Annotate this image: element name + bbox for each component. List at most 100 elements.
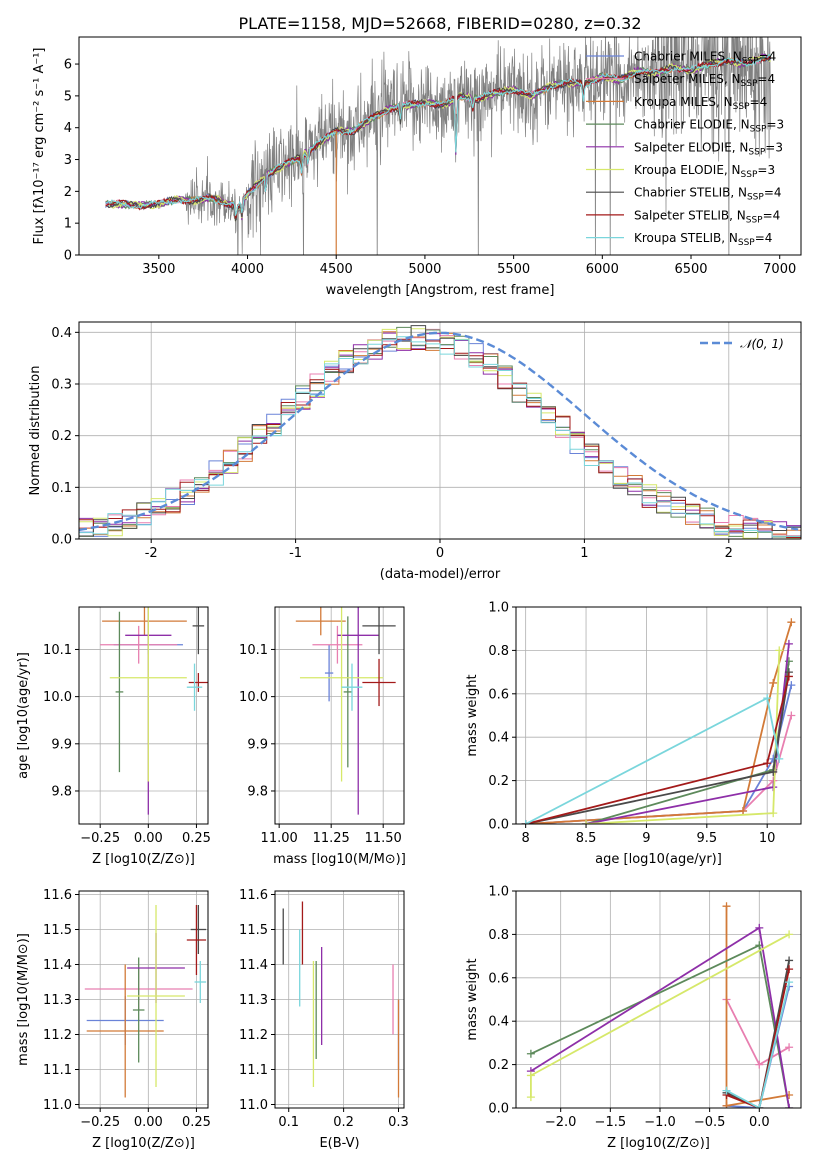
x-tick-label: 0.0 bbox=[749, 1115, 770, 1130]
legend-count: =4 bbox=[759, 50, 777, 64]
legend-subscript: SSP bbox=[741, 170, 758, 180]
weight-marker bbox=[787, 618, 796, 627]
legend-entry: Kroupa ELODIE, NSSP=3 bbox=[634, 163, 775, 180]
weight-marker bbox=[763, 694, 772, 703]
weight-marker bbox=[755, 1060, 764, 1069]
y-tick-label: 0.6 bbox=[488, 971, 509, 986]
y-tick-label: 0.2 bbox=[488, 1058, 509, 1073]
y-tick-label: 9.9 bbox=[51, 737, 72, 752]
model-fit-line-kroupa-stelib bbox=[105, 54, 772, 216]
y-tick-label: 0.3 bbox=[51, 378, 72, 393]
y-tick-label: 11.4 bbox=[43, 958, 72, 973]
x-tick-label: −2.0 bbox=[545, 1115, 577, 1130]
weight-marker bbox=[785, 1043, 794, 1052]
y-tick-label: 0.0 bbox=[488, 818, 509, 833]
x-axis-label: age [log10(age/yr)] bbox=[595, 852, 722, 867]
weight-line-salpeter-miles bbox=[525, 715, 793, 824]
weight-line-kroupa-stelib bbox=[726, 981, 790, 1108]
x-tick-label: 0.25 bbox=[182, 1115, 211, 1130]
y-tick-label: 1.0 bbox=[488, 601, 509, 616]
weight-marker bbox=[785, 965, 794, 974]
y-tick-label: 0.6 bbox=[488, 687, 509, 702]
y-tick-label: 1 bbox=[64, 217, 72, 232]
weight-marker bbox=[775, 646, 784, 655]
axes-frame bbox=[274, 606, 405, 825]
y-tick-label: 11.1 bbox=[239, 1063, 268, 1078]
x-tick-label: 0.2 bbox=[333, 1115, 354, 1130]
legend-count: =3 bbox=[757, 163, 775, 177]
legend-count: =4 bbox=[764, 186, 782, 200]
y-tick-label: 11.5 bbox=[239, 923, 268, 938]
legend-entry: Salpeter ELODIE, NSSP=3 bbox=[634, 140, 783, 157]
x-tick-label: 10 bbox=[759, 831, 776, 846]
y-tick-label: 10.0 bbox=[239, 690, 268, 705]
y-tick-label: 9.8 bbox=[247, 784, 268, 799]
x-tick-label: 3500 bbox=[142, 262, 175, 277]
y-axis-label: age [log10(age/yr)] bbox=[16, 652, 31, 779]
weight-marker bbox=[763, 759, 772, 768]
residual_histogram-frame: -2 -1 0 1 2 0.0 0.1 0.2 0.3 0.4 (data-model)/error… bbox=[28, 321, 802, 582]
x-tick-label: 11.50 bbox=[365, 831, 402, 846]
weight-marker bbox=[722, 1101, 731, 1108]
weight-marker bbox=[775, 754, 784, 763]
mass_vs_ebv-frame: 0.1 0.2 0.3 11.0 11.1 11.2 11.3 11.4 11.5 11.6 E(B… bbox=[239, 888, 409, 1151]
x-axis-label: wavelength [Angstrom, rest frame] bbox=[326, 283, 555, 298]
y-tick-label: 4 bbox=[64, 121, 72, 136]
y-tick-label: 5 bbox=[64, 89, 72, 104]
weight-marker bbox=[526, 1049, 535, 1058]
weight-line-chabrier-stelib bbox=[726, 960, 790, 1108]
legend-subscript: SSP bbox=[741, 79, 758, 89]
x-tick-label: 0.25 bbox=[182, 831, 211, 846]
y-tick-label: 0 bbox=[64, 249, 72, 264]
axes-frame bbox=[78, 606, 209, 825]
legend-count: =3 bbox=[765, 140, 783, 154]
x-tick-label: 11.00 bbox=[261, 831, 298, 846]
x-tick-label: 5500 bbox=[497, 262, 530, 277]
y-tick-label: 0.0 bbox=[488, 1102, 509, 1117]
legend-entry: Chabrier ELODIE, NSSP=3 bbox=[634, 118, 784, 135]
x-tick-label: −0.5 bbox=[694, 1115, 726, 1130]
y-axis-label: Flux [fλ10⁻¹⁷ erg cm⁻² s⁻¹ A⁻¹] bbox=[32, 48, 47, 245]
legend-entry: 𝒩(0, 1) bbox=[740, 337, 784, 351]
weight-marker bbox=[784, 639, 793, 648]
x-tick-label: 5000 bbox=[408, 262, 441, 277]
age_vs_Z-axes bbox=[79, 607, 208, 824]
y-tick-label: 0.0 bbox=[51, 533, 72, 548]
model-fit-line-salpeter-stelib bbox=[105, 56, 771, 219]
x-tick-label: -1 bbox=[289, 546, 302, 561]
x-tick-label: 11.25 bbox=[313, 831, 350, 846]
x-axis-label: mass [log10(M/M⊙)] bbox=[273, 852, 406, 867]
histogram-kroupa-stelib bbox=[79, 336, 801, 539]
weight-line-kroupa-miles bbox=[525, 621, 793, 824]
x-tick-label: 9 bbox=[642, 831, 650, 846]
legend-subscript: SSP bbox=[733, 102, 750, 112]
mass_vs_ebv-plot-area bbox=[282, 901, 400, 1098]
legend-subscript: SSP bbox=[742, 57, 759, 67]
y-tick-label: 11.3 bbox=[43, 993, 72, 1008]
legend-count: =4 bbox=[763, 208, 781, 222]
weight-marker bbox=[521, 820, 530, 824]
weight-marker bbox=[526, 1093, 535, 1102]
y-tick-label: 3 bbox=[64, 153, 72, 168]
weight-marker bbox=[785, 956, 794, 965]
x-tick-label: −0.25 bbox=[80, 831, 120, 846]
legend-count: =4 bbox=[757, 72, 775, 86]
legend-subscript: SSP bbox=[750, 125, 767, 135]
y-tick-label: 0.8 bbox=[488, 928, 509, 943]
legend-subscript: SSP bbox=[748, 147, 765, 157]
y-axis-label: mass weight bbox=[465, 958, 480, 1040]
legend-subscript: SSP bbox=[738, 238, 755, 248]
x-tick-label: 6000 bbox=[586, 262, 619, 277]
x-axis-label: (data-model)/error bbox=[380, 567, 501, 582]
x-tick-label: -2 bbox=[145, 546, 158, 561]
y-tick-label: 9.9 bbox=[247, 737, 268, 752]
y-tick-label: 2 bbox=[64, 185, 72, 200]
mass_weight_vs_age-axes bbox=[516, 606, 801, 825]
y-tick-label: 0.4 bbox=[488, 731, 509, 746]
weight-marker bbox=[784, 672, 793, 681]
x-axis-label: Z [log10(Z/Z⊙)] bbox=[92, 852, 195, 867]
x-tick-label: 9.5 bbox=[696, 831, 717, 846]
x-tick-label: 0.3 bbox=[388, 1115, 409, 1130]
y-tick-label: 11.5 bbox=[43, 923, 72, 938]
x-tick-label: 0.1 bbox=[278, 1115, 299, 1130]
